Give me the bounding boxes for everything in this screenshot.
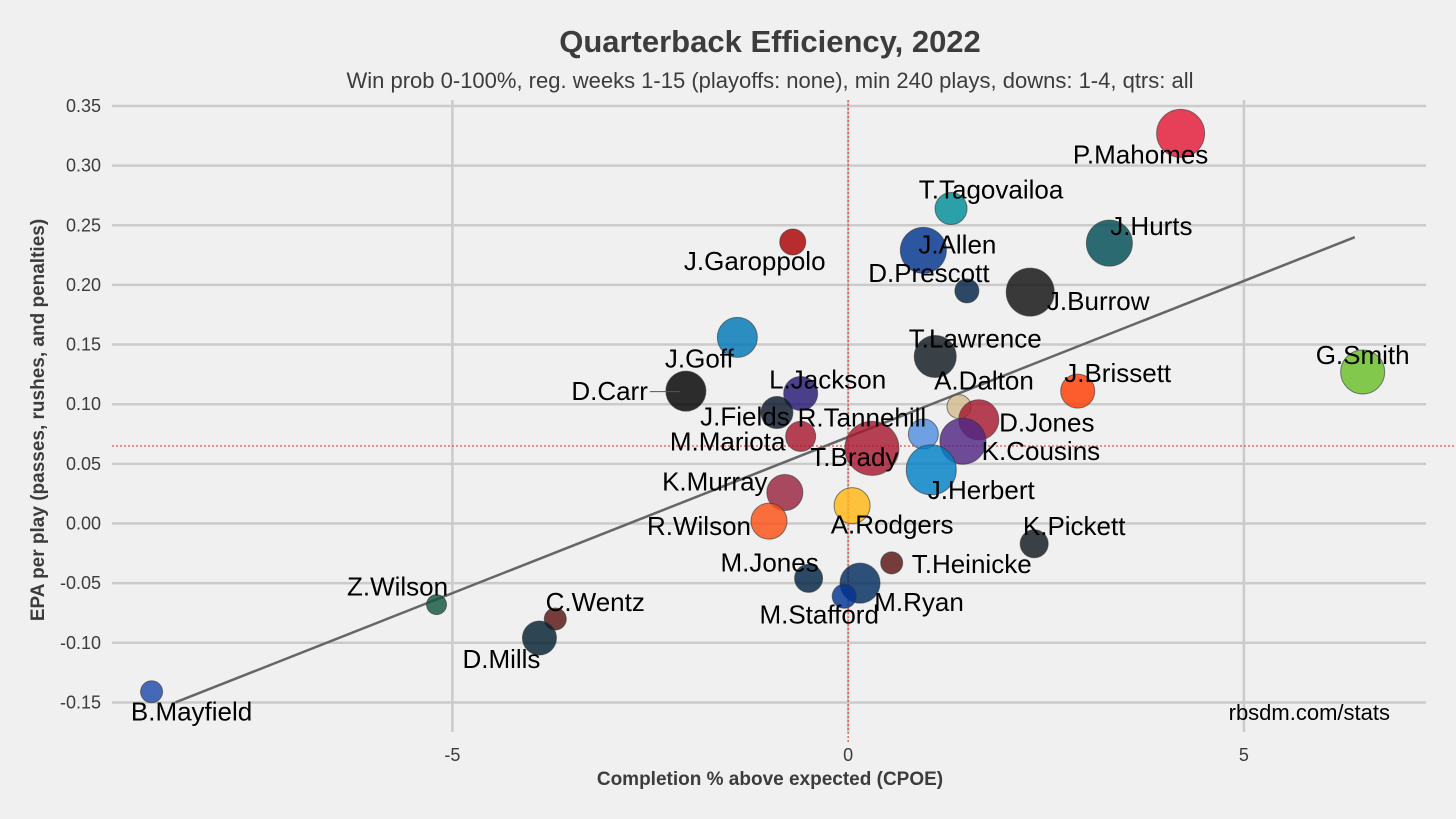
source-credit: rbsdm.com/stats <box>1229 700 1390 725</box>
y-tick-label: -0.10 <box>60 633 101 653</box>
point-p-mahomes <box>1156 108 1206 158</box>
reference-lines <box>112 100 1456 742</box>
label-m-mariota: M.Mariota <box>670 426 786 456</box>
point-m-mariota <box>785 420 817 452</box>
label-j-fields: J.Fields <box>700 402 790 432</box>
point-j-allen <box>899 226 947 274</box>
point-j-brissett <box>1060 373 1096 409</box>
point-d-mills <box>521 620 557 656</box>
data-labels: P.Mahomes T.Tagovailoa J.Hurts J.Allen J.Gar… <box>131 139 1410 726</box>
label-k-murray: K.Murray <box>662 466 767 496</box>
label-d-carr: D.Carr <box>571 376 648 406</box>
point-t-lawrence <box>913 334 957 378</box>
point-m-stafford <box>831 583 857 609</box>
label-a-dalton: A.Dalton <box>934 366 1034 396</box>
point-l-jackson <box>783 375 819 411</box>
point-j-garoppolo <box>779 228 807 256</box>
y-axis-label: EPA per play (passes, rushes, and penalt… <box>28 219 49 621</box>
label-k-pickett: K.Pickett <box>1023 511 1126 541</box>
label-b-mayfield: B.Mayfield <box>131 697 252 727</box>
label-r-tannehill: R.Tannehill <box>798 402 927 432</box>
y-tick-label: 0.00 <box>66 514 101 534</box>
label-t-heinicke: T.Heinicke <box>912 549 1032 579</box>
x-tick-label: -5 <box>444 745 460 765</box>
label-m-stafford: M.Stafford <box>759 599 878 629</box>
axis-ticks: 0.35 0.30 0.25 0.20 0.15 0.10 0.05 0.00 -0.05 -0.… <box>60 96 1249 765</box>
point-j-fields <box>760 396 794 430</box>
y-tick-label: 0.10 <box>66 394 101 414</box>
point-k-pickett <box>1019 529 1049 559</box>
label-j-garoppolo: J.Garoppolo <box>684 246 826 276</box>
label-t-tagovailoa: T.Tagovailoa <box>919 175 1064 205</box>
point-a-rodgers <box>833 487 871 525</box>
label-d-mills: D.Mills <box>462 644 540 674</box>
label-g-smith: G.Smith <box>1316 340 1410 370</box>
chart-subtitle: Win prob 0-100%, reg. weeks 1-15 (playof… <box>346 68 1193 93</box>
x-tick-label: 0 <box>843 745 853 765</box>
label-m-ryan: M.Ryan <box>874 587 964 617</box>
label-j-hurts: J.Hurts <box>1110 211 1192 241</box>
point-j-hurts <box>1085 219 1133 267</box>
y-tick-label: -0.05 <box>60 573 101 593</box>
x-axis-label: Completion % above expected (CPOE) <box>597 769 943 790</box>
label-j-herbert: J.Herbert <box>928 475 1036 505</box>
point-j-goff <box>716 316 758 358</box>
y-tick-label: 0.15 <box>66 335 101 355</box>
y-tick-label: -0.15 <box>60 692 101 712</box>
chart-title: Quarterback Efficiency, 2022 <box>559 24 981 59</box>
label-j-goff: J.Goff <box>665 343 735 373</box>
y-tick-label: 0.05 <box>66 454 101 474</box>
y-tick-label: 0.20 <box>66 275 101 295</box>
point-d-prescott <box>954 278 980 304</box>
y-tick-label: 0.25 <box>66 215 101 235</box>
point-b-mayfield <box>140 680 164 704</box>
trend-line-group <box>174 236 1356 704</box>
label-j-brissett: J.Brissett <box>1064 358 1172 388</box>
point-r-wilson <box>750 502 788 540</box>
trend-line <box>174 236 1356 704</box>
label-d-prescott: D.Prescott <box>868 258 990 288</box>
point-g-smith <box>1340 349 1386 395</box>
y-tick-label: 0.35 <box>66 96 101 116</box>
point-z-wilson <box>426 594 448 616</box>
point-t-tagovailoa <box>934 192 968 226</box>
label-j-burrow: J.Burrow <box>1047 286 1150 316</box>
label-k-cousins: K.Cousins <box>982 436 1101 466</box>
label-l-jackson: L.Jackson <box>769 364 886 394</box>
label-t-brady: T.Brady <box>810 442 898 472</box>
label-z-wilson: Z.Wilson <box>347 572 448 602</box>
label-a-rodgers: A.Rodgers <box>831 510 954 540</box>
label-d-jones: D.Jones <box>999 408 1094 438</box>
label-m-jones: M.Jones <box>720 547 818 577</box>
label-p-mahomes: P.Mahomes <box>1073 139 1208 169</box>
point-r-tannehill <box>844 420 900 476</box>
label-j-allen: J.Allen <box>918 229 996 259</box>
label-r-wilson: R.Wilson <box>647 511 751 541</box>
label-c-wentz: C.Wentz <box>546 587 645 617</box>
point-j-herbert <box>905 444 957 496</box>
point-k-cousins <box>939 417 987 465</box>
point-m-jones <box>794 563 824 593</box>
point-t-heinicke <box>880 551 904 575</box>
point-k-murray <box>766 473 804 511</box>
point-j-burrow <box>1005 267 1055 317</box>
data-points <box>140 108 1386 704</box>
y-tick-label: 0.30 <box>66 156 101 176</box>
label-t-lawrence: T.Lawrence <box>909 323 1042 353</box>
x-tick-label: 5 <box>1239 745 1249 765</box>
